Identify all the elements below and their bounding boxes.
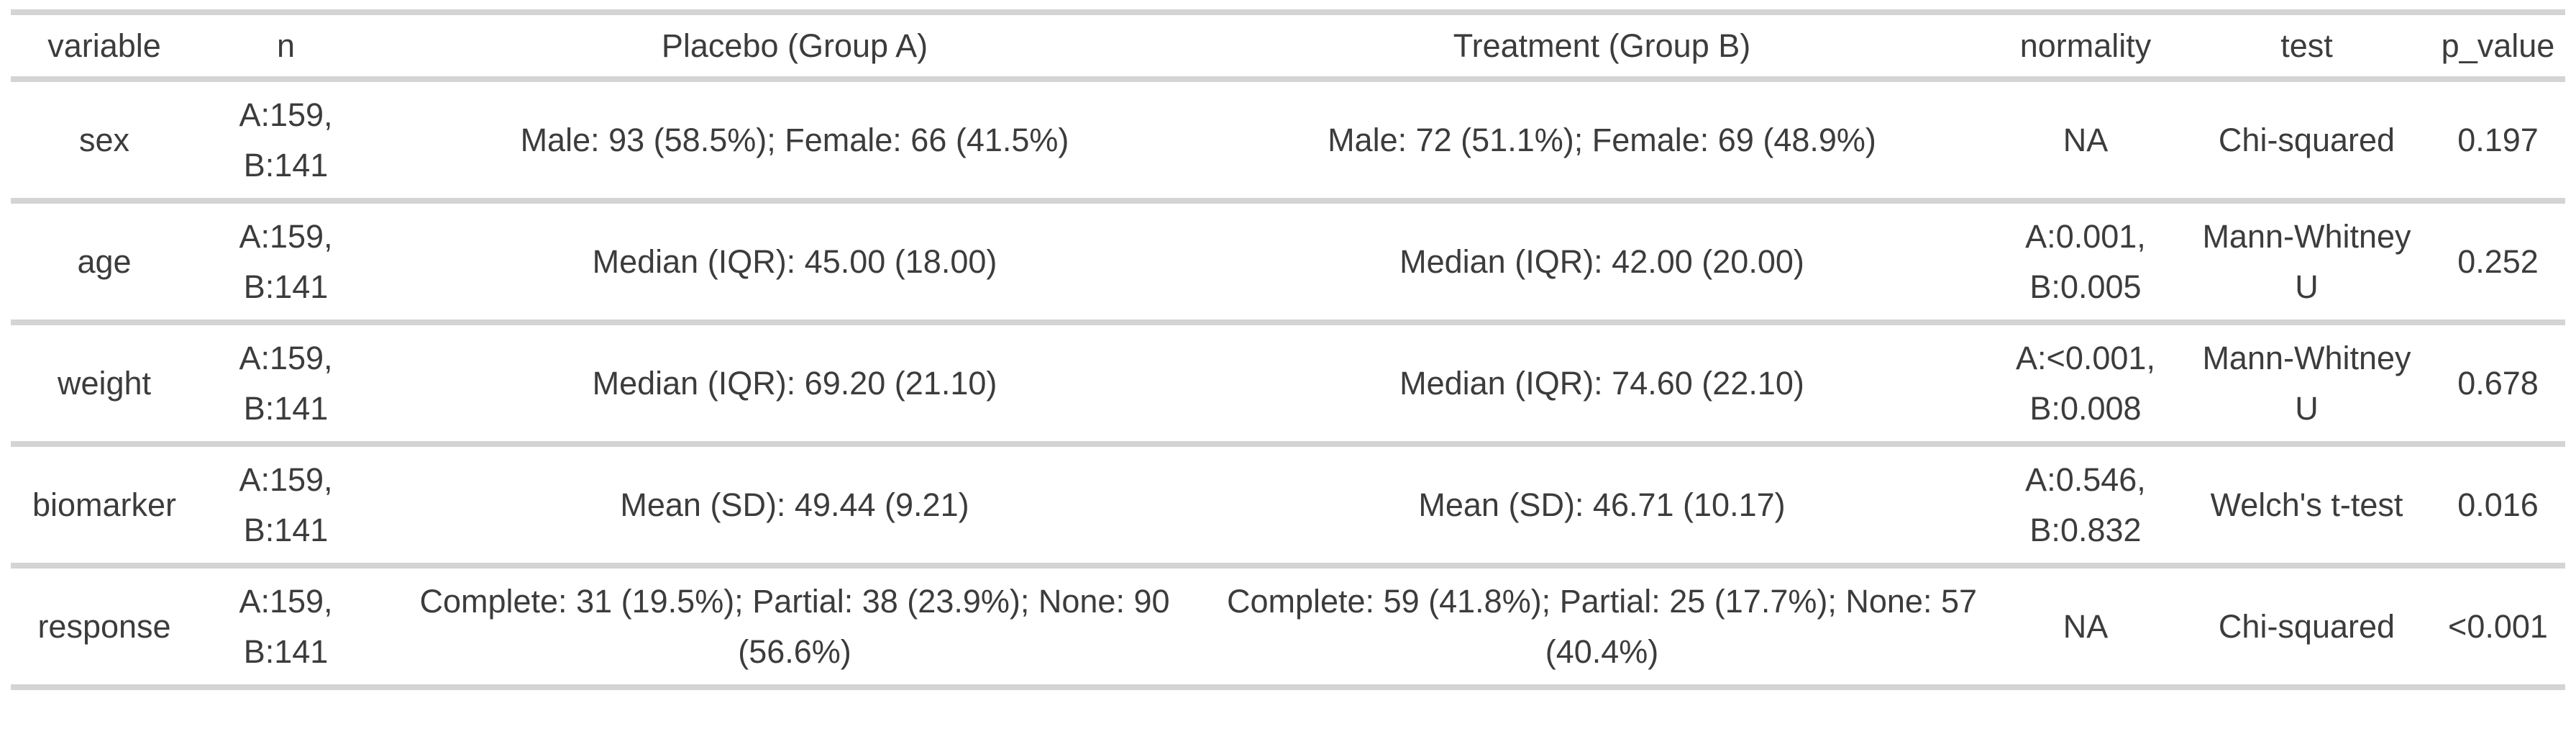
response-p-value-cell: <0.001 (2448, 607, 2548, 645)
weight-p-value-cell: 0.678 (2457, 364, 2539, 402)
header-row: variable n Placebo (Group A) Treatment (… (11, 12, 2565, 79)
age-test-cell: Mann-Whitney U (2202, 217, 2411, 305)
column-header-placebo: Placebo (Group A) (661, 27, 928, 64)
weight-variable-cell: weight (57, 364, 152, 402)
sex-n-cell: A:159, B:141 (239, 96, 333, 184)
biomarker-placebo-cell: Mean (SD): 49.44 (9.21) (620, 486, 969, 523)
biomarker-normality-cell: A:0.546, B:0.832 (2025, 461, 2146, 548)
sex-p-value-cell: 0.197 (2457, 121, 2539, 158)
column-header-p-value: p_value (2441, 27, 2555, 64)
column-header-variable: variable (47, 27, 161, 64)
column-header-n: n (276, 27, 296, 64)
biomarker-treatment-cell: Mean (SD): 46.71 (10.17) (1418, 486, 1786, 523)
response-normality-cell: NA (2063, 607, 2109, 645)
sex-normality-cell: NA (2063, 121, 2109, 158)
column-header-test: test (2280, 27, 2333, 64)
age-treatment-cell: Median (IQR): 42.00 (20.00) (1399, 243, 1804, 280)
table-row-response: response A:159, B:141 Complete: 31 (19.5… (11, 566, 2565, 687)
weight-normality-cell: A:<0.001, B:0.008 (2016, 339, 2155, 427)
clinical-summary-table: variable n Placebo (Group A) Treatment (… (11, 9, 2565, 690)
weight-test-cell: Mann-Whitney U (2202, 339, 2411, 427)
column-header-treatment: Treatment (Group B) (1453, 27, 1751, 64)
age-variable-cell: age (77, 243, 132, 280)
biomarker-test-cell: Welch's t-test (2210, 486, 2403, 523)
age-p-value-cell: 0.252 (2457, 243, 2539, 280)
table-row-weight: weight A:159, B:141 Median (IQR): 69.20 … (11, 322, 2565, 444)
age-placebo-cell: Median (IQR): 45.00 (18.00) (592, 243, 997, 280)
response-test-cell: Chi-squared (2218, 607, 2395, 645)
sex-treatment-cell: Male: 72 (51.1%); Female: 69 (48.9%) (1328, 121, 1876, 158)
table-container: variable n Placebo (Group A) Treatment (… (11, 9, 2565, 690)
column-header-normality: normality (2019, 27, 2152, 64)
response-variable-cell: response (37, 607, 171, 645)
sex-variable-cell: sex (78, 121, 130, 158)
response-n-cell: A:159, B:141 (239, 582, 333, 670)
biomarker-variable-cell: biomarker (32, 486, 177, 523)
table-row-biomarker: biomarker A:159, B:141 Mean (SD): 49.44 … (11, 444, 2565, 566)
response-placebo-cell: Complete: 31 (19.5%); Partial: 38 (23.9%… (419, 582, 1170, 670)
table-row-sex: sex A:159, B:141 Male: 93 (58.5%); Femal… (11, 79, 2565, 201)
table-row-age: age A:159, B:141 Median (IQR): 45.00 (18… (11, 201, 2565, 322)
age-normality-cell: A:0.001, B:0.005 (2025, 217, 2146, 305)
age-n-cell: A:159, B:141 (239, 217, 333, 305)
response-treatment-cell: Complete: 59 (41.8%); Partial: 25 (17.7%… (1226, 582, 1978, 670)
sex-test-cell: Chi-squared (2218, 121, 2395, 158)
biomarker-p-value-cell: 0.016 (2457, 486, 2539, 523)
weight-n-cell: A:159, B:141 (239, 339, 333, 427)
weight-placebo-cell: Median (IQR): 69.20 (21.10) (592, 364, 997, 402)
weight-treatment-cell: Median (IQR): 74.60 (22.10) (1399, 364, 1804, 402)
biomarker-n-cell: A:159, B:141 (239, 461, 333, 548)
sex-placebo-cell: Male: 93 (58.5%); Female: 66 (41.5%) (520, 121, 1069, 158)
